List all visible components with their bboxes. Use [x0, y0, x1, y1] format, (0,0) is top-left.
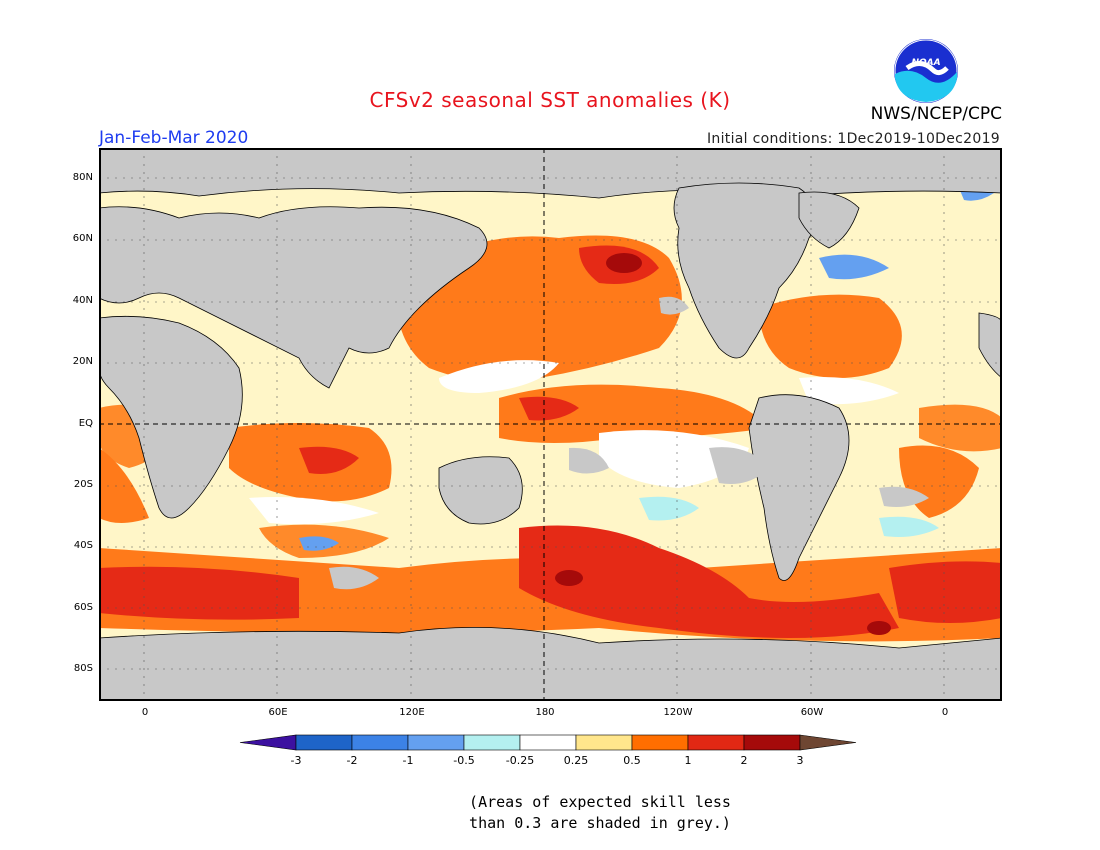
- colorbar-swatch: [631, 734, 689, 751]
- tropical-pacific-red: [519, 396, 579, 421]
- colorbar-tick-label: 1: [685, 754, 692, 767]
- lat-tick-label: 80S: [73, 663, 93, 675]
- atlantic-tropic-warm: [919, 404, 1002, 452]
- south-indian-neutral: [249, 497, 379, 525]
- colorbar-tick-label: 3: [797, 754, 804, 767]
- south-america: [748, 394, 850, 581]
- south-atlantic-dark-red: [867, 621, 891, 635]
- colorbar-tick-label: 0.5: [623, 754, 641, 767]
- north-atlantic-cool: [819, 254, 889, 280]
- low-skill-areas: [329, 296, 929, 590]
- agency-label: NWS/NCEP/CPC: [870, 104, 1002, 124]
- south-atlantic-red: [889, 561, 1002, 623]
- colorbar-tick-label: -0.25: [506, 754, 534, 767]
- skill-note: (Areas of expected skill less than 0.3 a…: [440, 792, 760, 834]
- lon-tick-label: 60E: [268, 707, 288, 718]
- forecast-period: Jan-Feb-Mar 2020: [99, 128, 249, 148]
- skill-note-line1: (Areas of expected skill less: [469, 793, 731, 811]
- sst-anomaly-map: [99, 148, 1002, 701]
- colorbar-tick-label: 2: [741, 754, 748, 767]
- low-skill-north-pacific: [659, 296, 689, 315]
- colorbar-tick-label: -2: [347, 754, 358, 767]
- lat-tick-label: 20S: [73, 479, 93, 490]
- map-frame: [99, 148, 1002, 701]
- noaa-logo: NOAA: [894, 39, 958, 103]
- low-skill-southern: [329, 566, 379, 590]
- colorbar-swatch: [351, 734, 409, 751]
- lat-tick-label: 40N: [72, 294, 93, 306]
- lat-tick-label: 40S: [73, 540, 93, 552]
- colorbar: -3 -2 -1 -0.5 -0.25 0.25 0.5 1 2 3: [239, 734, 857, 767]
- grid: [99, 148, 1002, 701]
- lon-tick-label: 60W: [800, 707, 824, 718]
- colorbar-tick-label: -3: [291, 754, 302, 767]
- lon-tick-label: 0: [141, 707, 149, 718]
- colorbar-tick-label: 0.25: [564, 754, 589, 767]
- neutral-anomalies: [249, 360, 899, 525]
- colorbar-tick-label: -0.5: [453, 754, 474, 767]
- land-masses: [99, 148, 1002, 701]
- colorbar-swatch: [519, 734, 577, 751]
- lat-tick-label: 60N: [72, 233, 93, 245]
- gulf-alaska-dark-red: [606, 253, 642, 273]
- central-pacific-warm: [499, 384, 769, 443]
- logo-text: NOAA: [911, 58, 940, 68]
- colorbar-swatch: [687, 734, 745, 751]
- lon-tick-label: 180: [535, 707, 555, 718]
- chart-title: CFSv2 seasonal SST anomalies (K): [369, 88, 731, 112]
- greenland: [798, 191, 860, 249]
- colorbar-over-triangle: [799, 734, 857, 751]
- north-america: [673, 182, 818, 359]
- low-skill-atlantic: [879, 486, 929, 507]
- lat-tick-label: EQ: [78, 417, 93, 429]
- south-pacific-cool: [639, 496, 699, 521]
- colorbar-under-triangle: [239, 734, 297, 751]
- indian-red: [299, 446, 359, 474]
- central-pacific-neutral: [439, 360, 559, 393]
- antarctica: [99, 627, 1002, 701]
- colorbar-swatch: [463, 734, 521, 751]
- south-pacific-red: [519, 525, 899, 638]
- colorbar-tick-label: -1: [403, 754, 414, 767]
- south-pacific-dark-red: [555, 570, 583, 586]
- north-atlantic-warm: [759, 294, 902, 378]
- lat-tick-label: 20N: [72, 356, 93, 368]
- lon-tick-label: 120E: [399, 707, 425, 718]
- lat-tick-label: 80N: [72, 172, 93, 183]
- eurasia: [99, 206, 488, 389]
- low-skill-pacific-1: [709, 447, 769, 484]
- southern-ocean-red: [99, 566, 299, 620]
- lat-tick-label: 60S: [73, 601, 93, 613]
- africa: [99, 315, 243, 519]
- initial-conditions: Initial conditions: 1Dec2019-10Dec2019: [707, 131, 1000, 147]
- east-pacific-neutral: [599, 430, 749, 488]
- lon-tick-label: 0: [941, 707, 949, 718]
- colorbar-swatch: [295, 734, 353, 751]
- colorbar-swatch: [743, 734, 801, 751]
- atlantic-neutral: [799, 377, 899, 405]
- colorbar-swatch: [407, 734, 465, 751]
- arctic-region: [99, 148, 1002, 199]
- west-coast-africa-warm: [99, 448, 149, 523]
- skill-note-line2: than 0.3 are shaded in grey.): [469, 814, 731, 832]
- south-atlantic-cool: [879, 516, 939, 537]
- australia: [438, 456, 523, 525]
- lon-tick-label: 120W: [663, 707, 693, 718]
- africa-east-edge: [978, 312, 1002, 379]
- colorbar-swatch: [575, 734, 633, 751]
- low-skill-pacific-2: [569, 447, 609, 474]
